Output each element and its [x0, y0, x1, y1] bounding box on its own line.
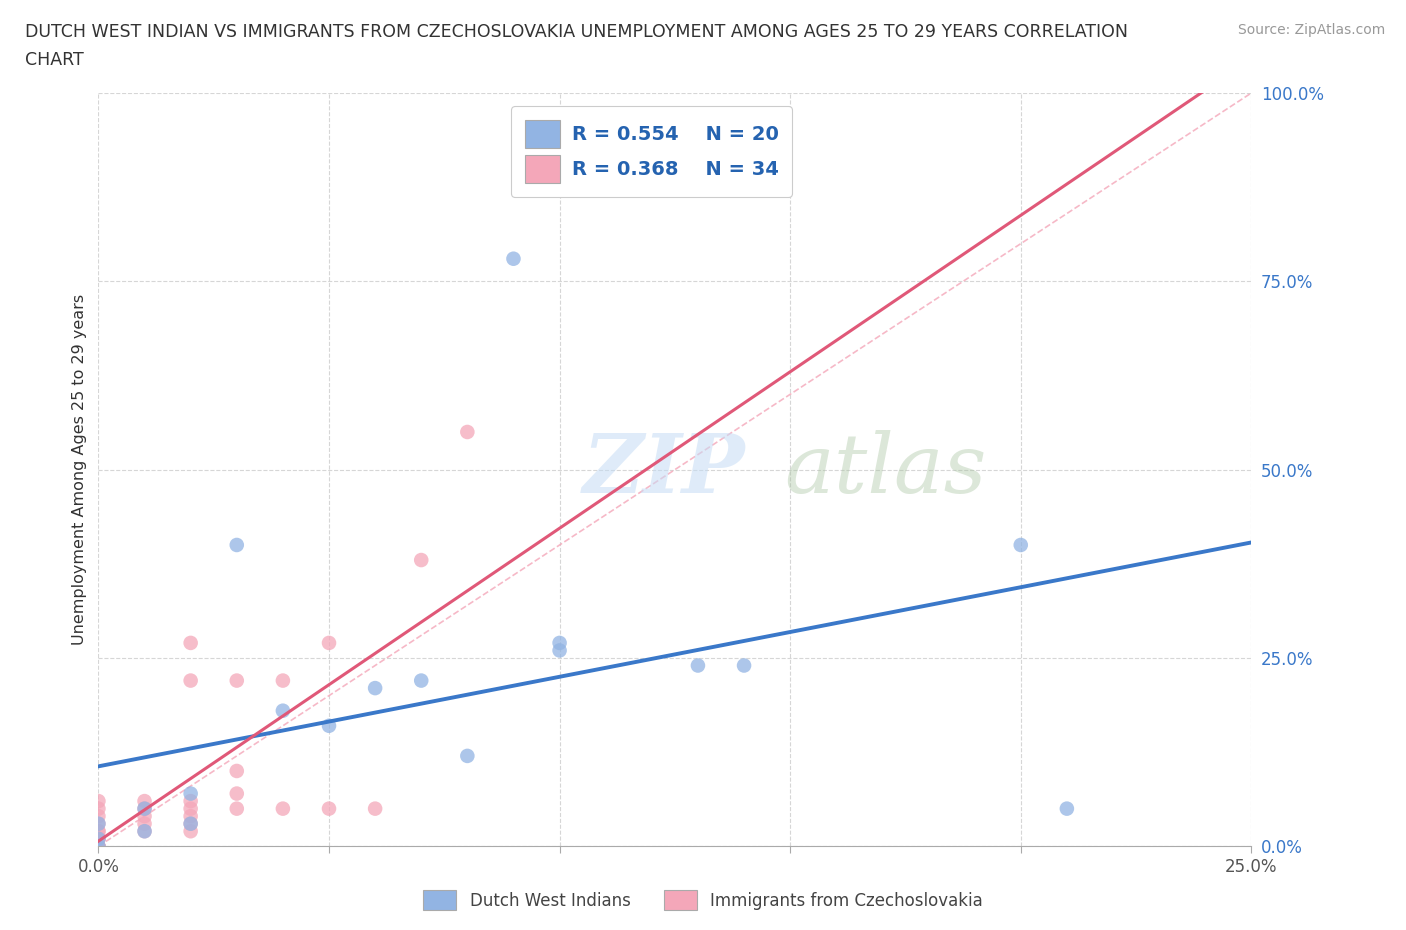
Point: [225, 786, 247, 801]
Point: [271, 703, 294, 718]
Point: [134, 809, 156, 824]
Point: [87, 839, 110, 854]
Point: [364, 681, 387, 696]
Point: [87, 839, 110, 854]
Point: [733, 658, 755, 673]
Y-axis label: Unemployment Among Ages 25 to 29 years: Unemployment Among Ages 25 to 29 years: [72, 294, 87, 645]
Point: [502, 251, 524, 266]
Point: [318, 802, 340, 817]
Point: [87, 831, 110, 846]
Point: [411, 673, 433, 688]
Point: [134, 802, 156, 817]
Point: [180, 786, 202, 801]
Text: Source: ZipAtlas.com: Source: ZipAtlas.com: [1237, 23, 1385, 37]
Point: [180, 824, 202, 839]
Point: [134, 817, 156, 831]
Point: [134, 793, 156, 808]
Point: [87, 831, 110, 846]
Legend: Dutch West Indians, Immigrants from Czechoslovakia: Dutch West Indians, Immigrants from Czec…: [416, 884, 990, 917]
Point: [318, 718, 340, 733]
Text: DUTCH WEST INDIAN VS IMMIGRANTS FROM CZECHOSLOVAKIA UNEMPLOYMENT AMONG AGES 25 T: DUTCH WEST INDIAN VS IMMIGRANTS FROM CZE…: [25, 23, 1128, 41]
Point: [180, 793, 202, 808]
Text: ZIP: ZIP: [582, 430, 745, 510]
Point: [87, 793, 110, 808]
Point: [225, 764, 247, 778]
Point: [1056, 802, 1078, 817]
Point: [180, 817, 202, 831]
Point: [686, 658, 709, 673]
Point: [318, 635, 340, 650]
Point: [180, 809, 202, 824]
Point: [87, 824, 110, 839]
Point: [87, 802, 110, 817]
Point: [456, 749, 478, 764]
Point: [456, 424, 478, 440]
Point: [364, 802, 387, 817]
Point: [225, 802, 247, 817]
Point: [180, 802, 202, 817]
Point: [134, 824, 156, 839]
Point: [1010, 538, 1032, 552]
Point: [548, 643, 571, 658]
Point: [87, 839, 110, 854]
Point: [411, 552, 433, 567]
Point: [225, 673, 247, 688]
Point: [180, 673, 202, 688]
Text: atlas: atlas: [785, 430, 987, 510]
Point: [87, 831, 110, 846]
Point: [134, 824, 156, 839]
Point: [87, 824, 110, 839]
Point: [180, 817, 202, 831]
Point: [87, 817, 110, 831]
Point: [87, 839, 110, 854]
Point: [134, 802, 156, 817]
Legend: R = 0.554    N = 20, R = 0.368    N = 34: R = 0.554 N = 20, R = 0.368 N = 34: [512, 107, 792, 196]
Point: [225, 538, 247, 552]
Point: [271, 673, 294, 688]
Point: [87, 809, 110, 824]
Point: [271, 802, 294, 817]
Point: [548, 635, 571, 650]
Text: CHART: CHART: [25, 51, 84, 69]
Point: [180, 635, 202, 650]
Point: [87, 817, 110, 831]
